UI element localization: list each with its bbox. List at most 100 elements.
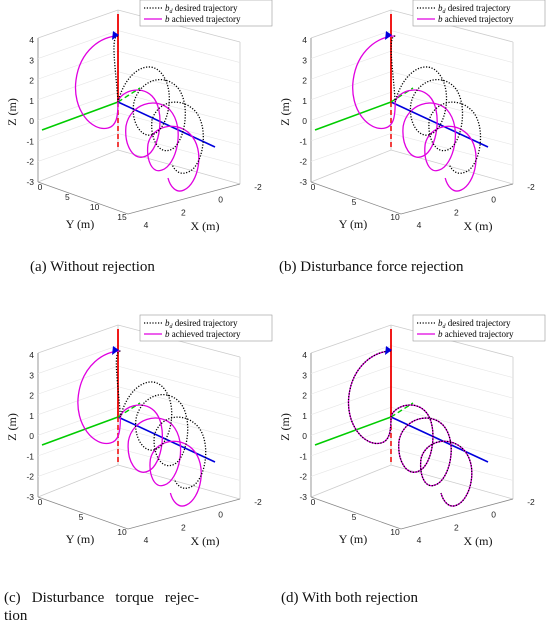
series-achieved-line: [74, 35, 200, 192]
z-axis-label: Z (m): [278, 413, 292, 441]
x-tick-label: 2: [454, 207, 459, 217]
z-tick-label: 1: [302, 96, 307, 106]
grid-line: [37, 345, 119, 374]
floor-edges: [310, 181, 514, 215]
z-tick-label: 2: [302, 76, 307, 86]
y-tick-label: 0: [311, 497, 316, 507]
z-tick-label: 0: [29, 116, 34, 126]
y-tick-label: 5: [352, 197, 357, 207]
grid-line: [37, 365, 119, 395]
grid-line: [37, 71, 119, 100]
x-tick-label: 4: [417, 220, 422, 230]
grid-line: [390, 345, 514, 378]
grid-line: [390, 112, 514, 146]
legend-desired-label: bd desired trajectory: [165, 3, 238, 15]
grid-line: [310, 50, 392, 80]
grid-line: [310, 365, 392, 395]
series-group: [77, 350, 207, 507]
y-axis-label: Y (m): [339, 532, 368, 546]
grid-line: [117, 386, 241, 420]
grid-line: [390, 30, 514, 63]
y-tick-label: 10: [390, 212, 400, 222]
body-x-axis: [117, 101, 216, 148]
z-tick-label: 0: [302, 431, 307, 441]
body-y-axis-dashed: [117, 87, 141, 103]
body-x-axis: [117, 416, 216, 463]
start-marker: [385, 346, 392, 355]
grid-line: [310, 386, 392, 415]
grid-line: [310, 345, 392, 374]
y-tick-label: 5: [79, 512, 84, 522]
chart-panel-d: 4 3 2 1 0 -1 -2 -3 0 5 10 4 2 0 -2 Z (m) Y (m) X (m) bd de…: [273, 314, 546, 630]
x-tick-label: 0: [218, 195, 223, 205]
panel-caption: (b) Disturbance force rejection: [279, 259, 464, 275]
floor-edges: [37, 496, 241, 530]
grid: [310, 345, 514, 481]
z-tick-label: 4: [29, 350, 34, 360]
x-tick-label: 2: [454, 522, 459, 532]
z-tick-label: -3: [26, 492, 34, 502]
series-desired-line: [347, 350, 473, 507]
z-axis-label: Z (m): [278, 98, 292, 126]
legend-box: [139, 0, 273, 27]
legend-achieved-label: b achieved trajectory: [165, 329, 241, 339]
z-tick-label: 1: [29, 411, 34, 421]
grid-line: [390, 365, 514, 399]
z-tick-label: 1: [29, 96, 34, 106]
x-axis-label: X (m): [191, 219, 220, 233]
z-tick-label: 2: [29, 391, 34, 401]
legend-desired-label: bd desired trajectory: [438, 318, 511, 330]
z-tick-label: 4: [29, 35, 34, 45]
body-x-axis: [390, 416, 489, 463]
grid-line: [117, 427, 241, 461]
grid-line: [37, 30, 119, 59]
x-tick-label: 0: [491, 510, 496, 520]
z-tick-label: 4: [302, 35, 307, 45]
grid-line: [390, 406, 514, 440]
x-axis-label: X (m): [464, 219, 493, 233]
x-tick-label: 0: [491, 195, 496, 205]
y-tick-label: 10: [90, 202, 100, 212]
grid-line: [37, 448, 119, 477]
legend-box: [139, 314, 273, 342]
grid-line: [390, 427, 514, 461]
body-y-axis: [41, 101, 119, 131]
series-group: [347, 350, 473, 507]
x-tick-label: -2: [527, 497, 535, 507]
body-y-axis: [41, 416, 119, 446]
z-tick-label: -2: [299, 472, 307, 482]
grid-line: [37, 133, 119, 162]
z-tick-label: 3: [29, 370, 34, 380]
z-tick-label: 2: [302, 391, 307, 401]
z-tick-label: -2: [26, 157, 34, 167]
legend-box: [412, 314, 546, 342]
y-tick-label: 10: [390, 527, 400, 537]
grid-line: [37, 50, 119, 80]
z-tick-label: 2: [29, 76, 34, 86]
z-tick-label: 0: [29, 431, 34, 441]
y-tick-label: 5: [65, 192, 70, 202]
chart-panel-c: 4 3 2 1 0 -1 -2 -3 0 5 10 4 2 0 -2 Z (m) Y (m) X (m) bd de…: [0, 314, 273, 630]
series-achieved-line: [77, 350, 202, 507]
x-tick-label: 2: [181, 522, 186, 532]
grid-line: [37, 112, 119, 142]
z-tick-label: -3: [299, 177, 307, 187]
x-tick-label: 4: [144, 220, 149, 230]
body-y-axis: [314, 101, 392, 131]
grid-line: [117, 91, 241, 125]
z-tick-label: 1: [302, 411, 307, 421]
legend-achieved-label: b achieved trajectory: [165, 14, 241, 24]
x-tick-label: 4: [144, 535, 149, 545]
grid-line: [310, 133, 392, 162]
grid-line: [310, 448, 392, 477]
z-tick-label: 0: [302, 116, 307, 126]
floor-edges: [310, 496, 514, 530]
z-tick-label: -1: [26, 136, 34, 146]
z-axis-label: Z (m): [5, 98, 19, 126]
grid-line: [117, 71, 241, 105]
grid-line: [37, 427, 119, 457]
start-marker: [112, 31, 119, 40]
